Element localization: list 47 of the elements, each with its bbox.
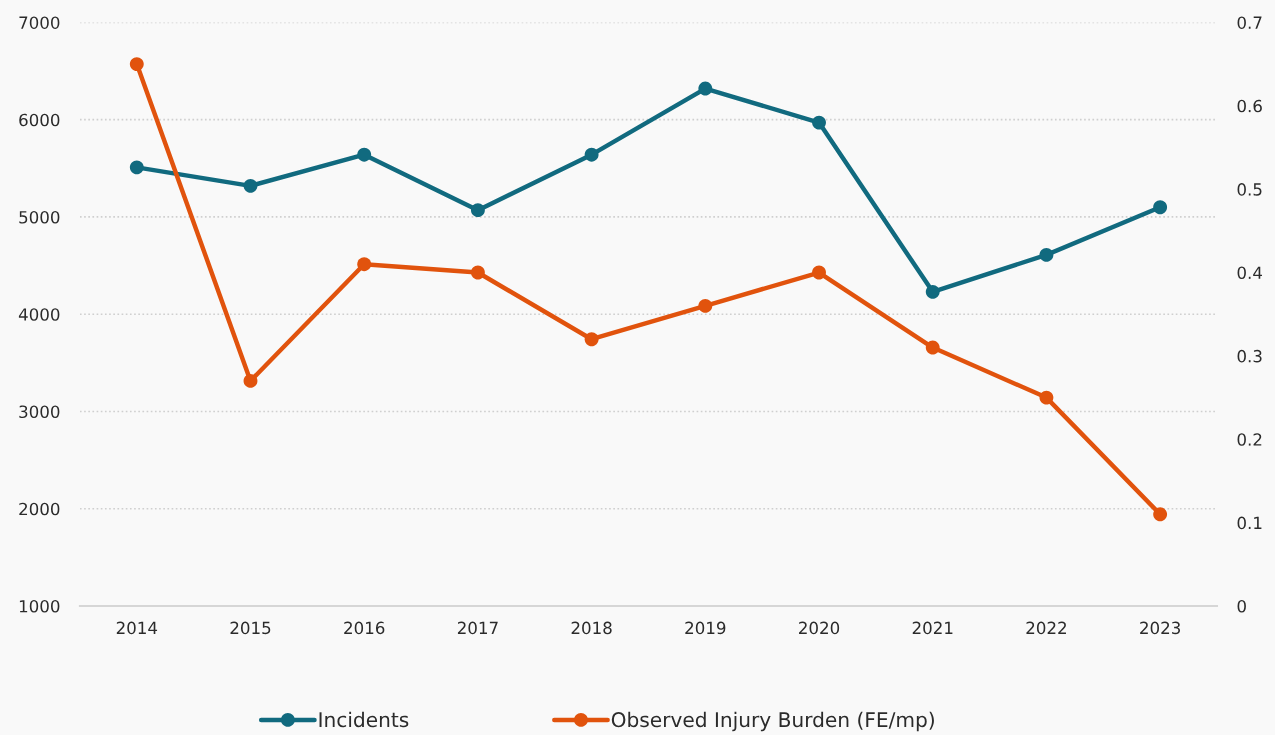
point: [584, 147, 599, 162]
y2-tick-label: 0: [1237, 599, 1246, 613]
x-tick-label: 2019: [685, 621, 726, 635]
x-tick-label: 2018: [571, 621, 612, 635]
legend-label: Observed Injury Burden (FE/mp): [611, 711, 934, 732]
y2-tick-label: 0.1: [1237, 516, 1262, 530]
x-tick-label: 2015: [230, 621, 271, 635]
y-tick-label: 7000: [19, 16, 60, 29]
x-tick-label: 2020: [799, 621, 840, 635]
point: [470, 265, 485, 280]
x-tick-label: 2016: [344, 621, 385, 635]
point: [129, 57, 144, 72]
point: [357, 147, 372, 162]
y-tick-label: 2000: [19, 502, 60, 516]
point: [1039, 247, 1054, 262]
point: [243, 178, 258, 193]
y2-tick-label: 0.2: [1237, 433, 1262, 446]
y-tick-label: 3000: [19, 405, 60, 419]
point: [584, 332, 599, 347]
point: [1153, 200, 1168, 215]
point: [129, 160, 144, 175]
point: [812, 265, 826, 280]
y-tick-label: 4000: [18, 308, 60, 321]
x-tick-label: 2023: [1140, 621, 1181, 635]
legend-label: Incidents: [319, 711, 409, 728]
y-tick-label: 6000: [19, 113, 60, 127]
y2-tick-label: 0.7: [1237, 16, 1262, 29]
y-tick-label: 5000: [19, 210, 60, 224]
x-tick-label: 2022: [1026, 621, 1066, 635]
point: [698, 81, 713, 96]
x-tick-label: 2021: [912, 621, 953, 635]
point: [925, 340, 940, 355]
x-tick-label: 2017: [457, 621, 498, 635]
y2-tick-label: 0.6: [1237, 99, 1262, 113]
point: [243, 373, 258, 388]
y2-tick-label: 0.4: [1237, 266, 1262, 280]
point: [925, 284, 940, 299]
point: [812, 115, 826, 130]
point: [1039, 390, 1054, 405]
point: [698, 298, 713, 313]
point: [357, 257, 372, 272]
y2-tick-label: 0.5: [1237, 183, 1262, 196]
y-tick-label: 1000: [19, 599, 60, 613]
x-tick-label: 2014: [116, 621, 158, 635]
point: [470, 203, 485, 218]
point: [1153, 507, 1168, 522]
y2-tick-label: 0.3: [1237, 349, 1262, 363]
